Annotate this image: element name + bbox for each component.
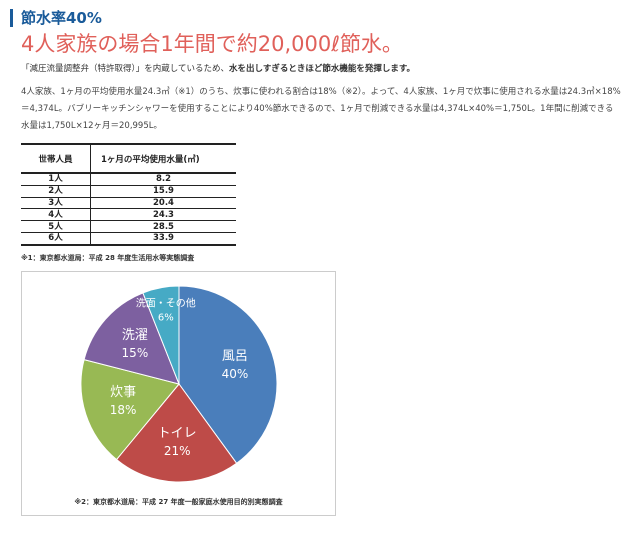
monthly-usage-cell: 8.2 bbox=[90, 173, 236, 186]
table-header-usage: 1ヶ月の平均使用水量(㎥) bbox=[90, 143, 236, 174]
slice-label: 洗面・その他 bbox=[136, 297, 196, 310]
slice-label: 風呂 bbox=[222, 349, 248, 364]
household-size-cell: 5人 bbox=[21, 220, 91, 233]
pie-slice bbox=[115, 383, 238, 483]
page-title: 節水率40% bbox=[10, 9, 102, 27]
monthly-usage-cell: 24.3 bbox=[90, 208, 236, 222]
slice-value-label: 15% bbox=[122, 346, 149, 360]
headline: 4人家族の場合1年間で約20,000ℓ節水。 bbox=[21, 32, 403, 56]
table-row: 2人 15.9 bbox=[21, 185, 236, 198]
table-row: 6人 33.9 bbox=[21, 232, 236, 246]
slice-value-label: 18% bbox=[110, 403, 137, 417]
household-size-cell: 6人 bbox=[21, 232, 91, 246]
table-footnote: ※1：東京都水道局：平成 28 年度生活用水等実態調査 bbox=[21, 254, 195, 262]
pie-chart: 風呂 40% トイレ 21% 炊事 18% 洗濯 15% 洗面・その他 6% bbox=[80, 285, 278, 483]
household-size-cell: 3人 bbox=[21, 197, 91, 210]
table-row: 3人 20.4 bbox=[21, 197, 236, 210]
pie-slice bbox=[83, 292, 180, 385]
slice-label: 洗濯 bbox=[122, 328, 148, 343]
table-row: 1人 8.2 bbox=[21, 173, 236, 186]
table-row: 4人 24.3 bbox=[21, 208, 236, 222]
table-body: 1人 8.2 2人 15.9 3人 20.4 4人 24.3 5人 28.5 6人 33.9 bbox=[21, 173, 236, 246]
table-header-row: 世帯人員 1ヶ月の平均使用水量(㎥) bbox=[21, 143, 236, 174]
table-header-household: 世帯人員 bbox=[21, 143, 91, 174]
pie-slice bbox=[178, 285, 278, 464]
water-usage-table: 世帯人員 1ヶ月の平均使用水量(㎥) 1人 8.2 2人 15.9 3人 20.4 4人 24… bbox=[21, 143, 236, 246]
household-size-cell: 2人 bbox=[21, 185, 91, 198]
chart-footnote: ※2：東京都水道局：平成 27 年度一般家庭水使用目的別実態調査 bbox=[74, 498, 283, 506]
lead-text-part1: 「減圧流量調整弁（特許取得）」を内蔵しているため、 bbox=[21, 64, 229, 74]
lead-text-bold: 水を出しすぎるときほど節水機能を発揮します。 bbox=[229, 64, 415, 74]
lead-text: 「減圧流量調整弁（特許取得）」を内蔵しているため、水を出しすぎるときほど節水機能… bbox=[21, 63, 415, 75]
household-size-cell: 4人 bbox=[21, 208, 91, 222]
pie-chart-panel: 風呂 40% トイレ 21% 炊事 18% 洗濯 15% 洗面・その他 6% ※2：東京都水道局：… bbox=[21, 271, 336, 516]
monthly-usage-cell: 28.5 bbox=[90, 220, 236, 233]
monthly-usage-cell: 15.9 bbox=[90, 185, 236, 198]
slice-label: トイレ bbox=[158, 426, 197, 441]
pie-slice bbox=[80, 359, 180, 461]
body-text: 4人家族、1ヶ月の平均使用水量24.3㎥（※1）のうち、炊事に使われる割合は18… bbox=[21, 87, 621, 131]
pie-slice bbox=[142, 285, 180, 385]
slice-value-label: 40% bbox=[222, 367, 249, 381]
slice-value-label: 6% bbox=[158, 313, 174, 324]
monthly-usage-cell: 33.9 bbox=[90, 232, 236, 246]
slice-value-label: 21% bbox=[164, 444, 191, 458]
slice-label: 炊事 bbox=[110, 385, 136, 400]
monthly-usage-cell: 20.4 bbox=[90, 197, 236, 210]
household-size-cell: 1人 bbox=[21, 173, 91, 186]
table-row: 5人 28.5 bbox=[21, 220, 236, 233]
